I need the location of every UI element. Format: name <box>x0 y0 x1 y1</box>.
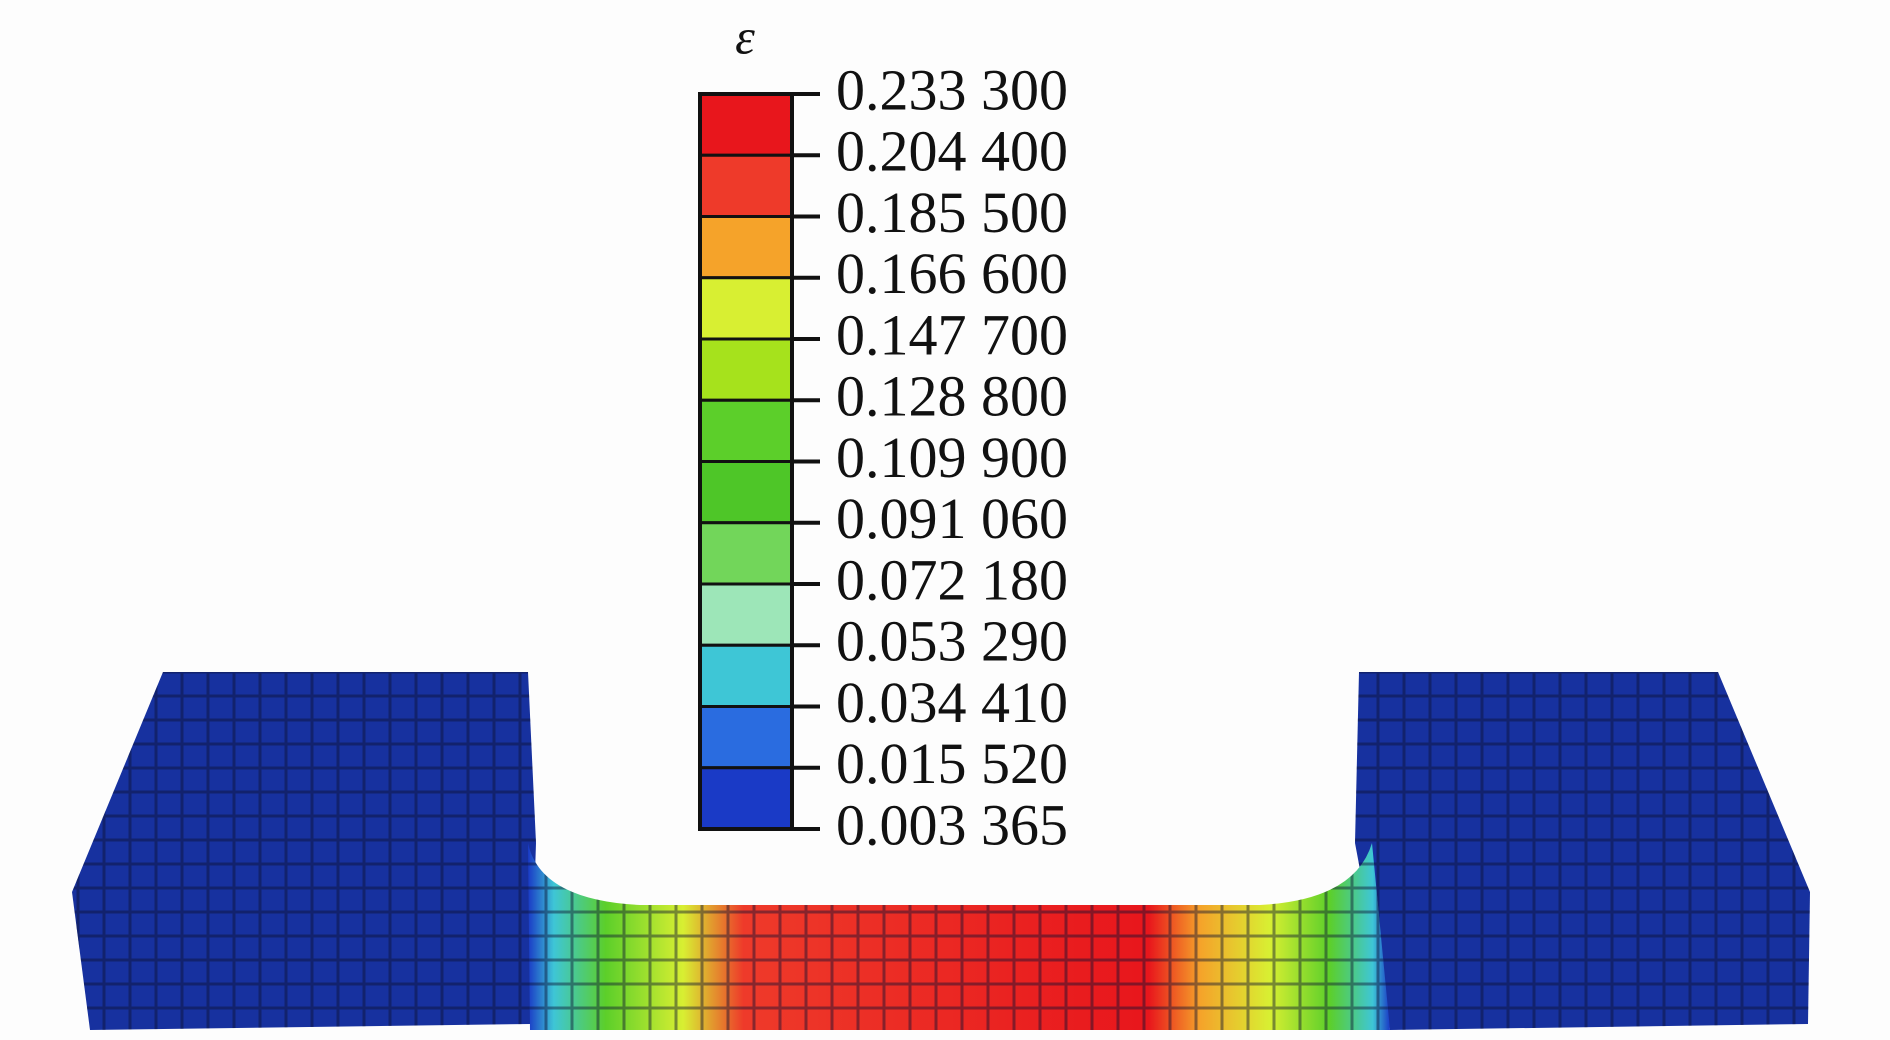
colorbar-label: 0.091 060 <box>836 486 1068 551</box>
colorbar-label: 0.015 520 <box>836 731 1068 796</box>
colorbar-label: 0.166 600 <box>836 241 1068 306</box>
mesh-model <box>72 672 1810 1030</box>
colorbar-band <box>698 705 794 770</box>
colorbar-label: 0.109 900 <box>836 425 1068 490</box>
colorbar-label: 0.072 180 <box>836 547 1068 612</box>
colorbar-label: 0.147 700 <box>836 302 1068 367</box>
colorbar-label: 0.128 800 <box>836 364 1068 429</box>
colorbar-symbol: ε <box>735 8 755 64</box>
colorbar-band <box>698 92 794 157</box>
colorbar-label: 0.204 400 <box>836 119 1068 184</box>
colorbar-band <box>698 215 794 280</box>
colorbar-band <box>698 398 794 463</box>
colorbar-label: 0.053 290 <box>836 609 1068 674</box>
colorbar-label: 0.233 300 <box>836 57 1068 122</box>
colorbar-band <box>698 337 794 402</box>
colorbar-band <box>698 521 794 586</box>
colorbar-label: 0.034 410 <box>836 670 1068 735</box>
left-block-mesh <box>72 672 536 1030</box>
deformed-region-mesh <box>528 843 1390 1030</box>
colorbar-band <box>698 276 794 341</box>
colorbar-band <box>698 460 794 525</box>
colorbar-band <box>698 766 794 831</box>
colorbar-band <box>698 643 794 708</box>
right-block-mesh <box>1355 672 1810 1030</box>
colorbar-band <box>698 153 794 218</box>
colorbar-band <box>698 582 794 647</box>
colorbar-label: 0.003 365 <box>836 792 1068 857</box>
colorbar-label: 0.185 500 <box>836 180 1068 245</box>
